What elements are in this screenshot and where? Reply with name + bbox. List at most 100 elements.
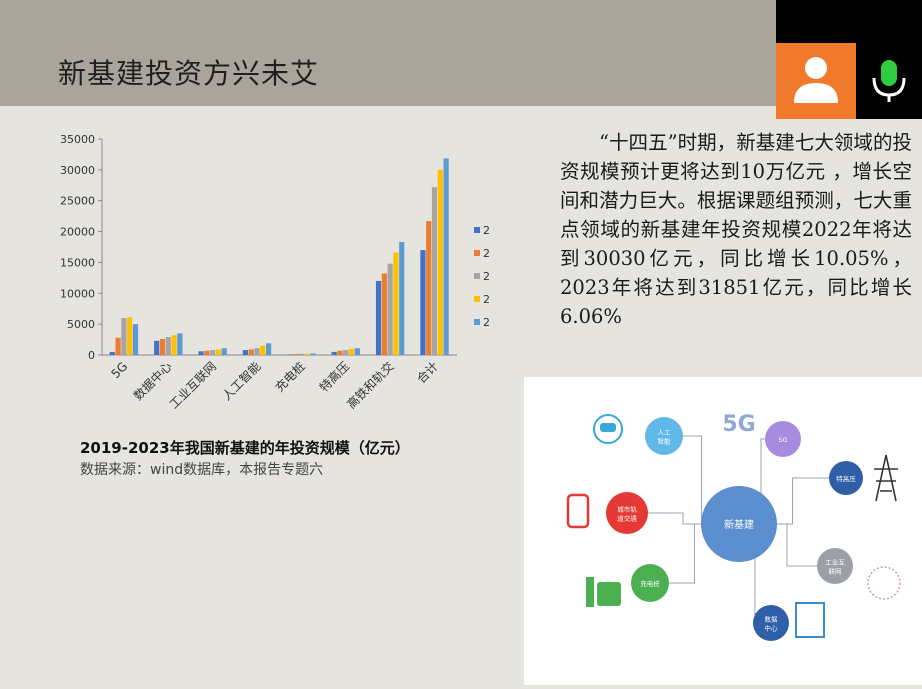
bar [310,353,316,355]
person-icon [794,57,838,103]
diagram-node [753,605,789,641]
car-icon [597,582,621,606]
bar [431,187,438,355]
chart-source: 数据来源：wind数据库，本报告专题六 [80,462,324,478]
bar [115,337,121,355]
center-node-label: 新基建 [724,518,754,531]
bar [298,353,304,355]
bar [393,252,399,355]
diagram-node-label: 道交通 [617,514,637,523]
bar [210,350,216,355]
diagram-node-label: 充电桩 [640,579,660,588]
bar [266,343,272,355]
x-tick-label: 充电桩 [272,359,308,395]
center-node [701,486,777,562]
bar [381,273,387,355]
bar [343,350,349,355]
microphone-button[interactable] [856,0,922,119]
diagram-node-label: 人工 [658,429,672,437]
y-tick-label: 5000 [67,318,95,331]
bar [387,263,393,355]
diagram-node-label: 特高压 [836,474,856,483]
legend-label: 2020年 [483,246,490,260]
x-tick-label: 合计 [413,359,441,387]
bar [348,348,355,355]
diagram-node-label: 联网 [829,567,842,576]
microphone-icon [872,60,906,102]
diagram-node-label: 智能 [658,437,672,446]
legend-swatch [474,319,480,325]
body-paragraph: “十四五”时期，新基建七大领域的投资规模预计更将达到10万亿元 ，增长空间和潜力… [560,131,912,328]
slide-header [0,0,922,106]
robot-face-icon [600,423,616,432]
diagram-node [645,417,683,455]
bar [215,349,222,355]
bar [260,345,266,355]
5g-logo-icon: 5G [722,412,755,437]
bar [121,317,127,355]
power-tower-icon [874,454,898,502]
legend-swatch [474,273,480,279]
diagram-node [606,492,648,534]
bar [171,335,177,355]
robot-head-icon [593,414,623,444]
data-center-icon [795,602,825,638]
investment-bar-chart: 0 5000 10000 15000 20000 25000 30000 35000 5G 数据中… [60,133,490,412]
legend-label: 2022E [483,293,490,306]
bar [242,350,249,355]
diagram-node-label: 中心 [765,624,779,633]
y-tick-label: 10000 [60,287,95,300]
diagram-node-label: 5G [778,436,787,444]
bar [154,340,160,355]
network-globe-icon [867,566,901,600]
x-tick-label: 人工智能 [219,359,264,404]
bar [443,158,449,355]
x-tick-label: 5G [108,359,130,381]
bar [337,350,343,355]
legend-swatch [474,250,480,256]
bar [420,250,426,355]
overlay-top-bar [776,0,856,43]
diagram-node-label: 数据 [765,615,779,624]
diagram-node [765,421,801,457]
legend-swatch [474,227,480,233]
charging-pump-icon [586,577,594,607]
bar [354,348,360,355]
diagram-node-label: 城市轨 [617,505,637,514]
bar [331,351,337,355]
bar [109,351,115,355]
y-tick-label: 35000 [60,133,95,146]
x-tick-label: 数据中心 [130,359,175,404]
bar [132,324,139,355]
legend-label: 2021年 [483,269,490,283]
y-tick-label: 30000 [60,164,95,177]
new-infrastructure-diagram: 新基建 人工 智能 5G 特高压工业互 联网数据 中心 充电桩 城市轨 道交通 5G [524,377,922,685]
chart-caption: 2019-2023年我国新基建的年投资规模（亿元） [80,439,410,457]
bar [426,221,432,355]
y-tick-label: 15000 [60,256,95,269]
diagram-node [631,564,669,602]
y-tick-label: 25000 [60,195,95,208]
bar [248,349,254,355]
diagram-node [817,548,853,584]
bar [165,337,171,355]
diagram-node-label: 工业互 [825,558,845,567]
bar [159,338,166,355]
bar [375,280,382,355]
train-icon [566,493,590,529]
avatar-button[interactable] [776,43,856,119]
diagram-node [829,461,863,495]
bar [177,333,183,355]
x-tick-label: 工业互联网 [167,359,219,411]
bar [204,350,210,355]
bar [221,348,227,355]
x-tick-label: 特高压 [316,359,352,395]
legend-swatch [474,296,480,302]
bar [287,354,293,355]
x-tick-label: 高铁和轨交 [344,359,397,412]
slide-title: 新基建投资方兴未艾 [58,57,320,90]
bar [292,354,299,355]
legend-label: 2019年 [483,223,490,237]
legend-label: 2023E [483,316,490,329]
bar [304,353,310,355]
